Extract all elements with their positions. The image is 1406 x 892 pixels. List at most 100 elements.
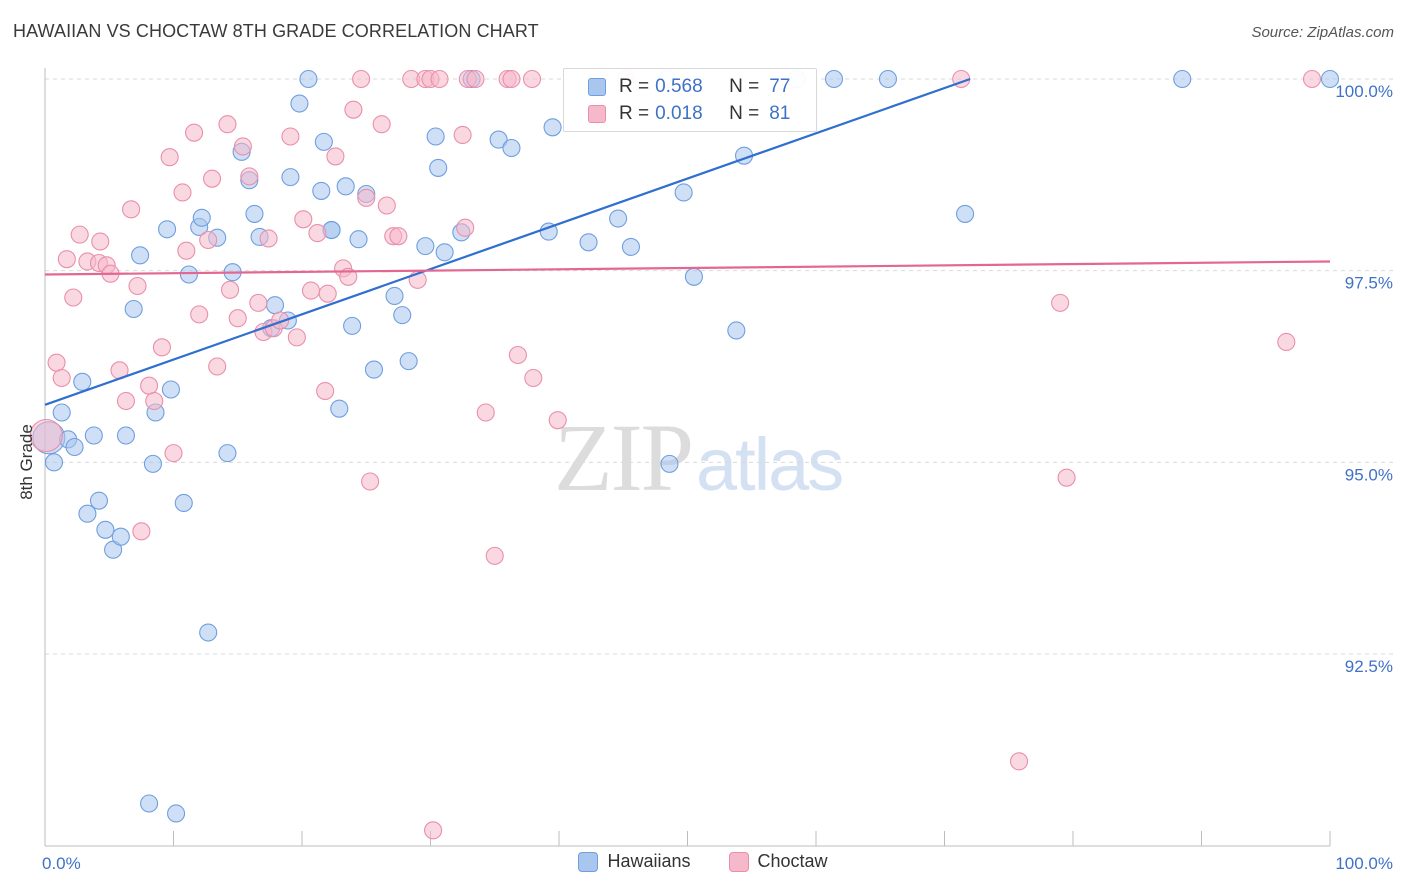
choctaw-point: [228, 309, 247, 328]
choctaw-point: [47, 353, 66, 372]
grid-lines: [45, 78, 1394, 655]
hawaiian-point: [824, 69, 844, 89]
choctaw-trend-line: [44, 260, 1331, 276]
choctaw-point: [389, 227, 408, 246]
hawaiian-point: [96, 520, 115, 539]
hawaiian-point: [1173, 69, 1192, 89]
hawaiian-point: [878, 69, 898, 89]
hawaiian-point: [660, 454, 679, 473]
choctaw-point: [1277, 332, 1296, 352]
n-label: N =: [729, 103, 760, 124]
y-axis-label: 8th Grade: [17, 424, 36, 500]
legend-item-choctaw: Choctaw: [728, 851, 828, 872]
hawaiian-point: [199, 623, 218, 642]
choctaw-point: [453, 125, 472, 145]
hawaiian-point: [543, 118, 562, 137]
hawaiian-point: [245, 204, 264, 223]
n-label: N =: [729, 76, 760, 97]
hawaiian-point: [385, 286, 404, 306]
choctaw-point: [301, 281, 321, 300]
r-label: R =: [619, 103, 650, 124]
choctaw-point: [1057, 468, 1076, 487]
hawaiian-point: [336, 177, 355, 196]
choctaw-point: [152, 338, 171, 357]
hawaiian-point: [343, 316, 362, 335]
choctaw-point: [249, 293, 268, 312]
trend-lines: [44, 77, 1331, 406]
hawaiian-point: [192, 208, 211, 227]
choctaw-point: [199, 230, 218, 250]
choctaw-point: [281, 127, 300, 146]
watermark-atlas: atlas: [696, 423, 844, 506]
hawaiian-point: [124, 299, 143, 319]
choctaw-swatch: [588, 105, 606, 123]
choctaw-point: [259, 229, 278, 248]
choctaw-point: [52, 368, 71, 388]
choctaw-point: [185, 123, 204, 142]
hawaiian-point: [158, 220, 177, 239]
hawaiian-point: [111, 527, 130, 546]
y-tick-label: 100.0%: [1335, 82, 1393, 101]
hawaiian-point: [174, 493, 193, 513]
x-tick-label: 100.0%: [1335, 854, 1393, 873]
choctaw-point: [160, 148, 179, 167]
tick-labels: 92.5% 95.0% 97.5% 100.0% 0.0% 100.0% 8th Grade: [17, 82, 1393, 873]
choctaw-point: [233, 137, 252, 156]
watermark: ZIPatlas: [554, 402, 844, 513]
y-tick-label: 95.0%: [1345, 465, 1393, 484]
r-label: R =: [619, 76, 650, 97]
source-label: Source: ZipAtlas.com: [1251, 24, 1394, 41]
hawaiian-point: [116, 426, 136, 445]
hawaiian-point: [179, 265, 198, 284]
n-value: 81: [769, 103, 791, 124]
hawaiian-point: [727, 321, 746, 340]
choctaw-point: [308, 224, 327, 243]
hawaiian-point: [1320, 69, 1340, 89]
choctaw-point: [318, 284, 337, 303]
choctaw-point: [173, 183, 192, 202]
choctaw-point: [190, 305, 209, 324]
hawaiian-point: [265, 296, 285, 315]
hawaiian-point: [299, 69, 318, 89]
hawaiian-point: [416, 237, 435, 256]
choctaw-point: [344, 100, 363, 119]
choctaw-point: [140, 376, 159, 395]
choctaw-point: [522, 69, 542, 89]
choctaw-point: [116, 391, 136, 411]
hawaiian-point: [140, 794, 159, 813]
hawaiian-point: [621, 237, 641, 256]
hawaiian-point: [489, 130, 508, 149]
series-legend: Hawaiians Choctaw: [0, 851, 1406, 872]
hawaiian-point: [956, 204, 975, 223]
y-tick-label: 92.5%: [1345, 657, 1393, 676]
hawaiian-trend-line: [44, 77, 971, 406]
choctaw-point: [508, 345, 527, 365]
choctaw-point: [424, 821, 443, 840]
legend-item-hawaiians: Hawaiians: [578, 851, 691, 872]
choctaw-point: [316, 381, 335, 401]
hawaiian-point: [65, 437, 84, 457]
hawaiian-point: [426, 127, 445, 146]
choctaw-point: [357, 188, 376, 207]
choctaw-point: [177, 241, 196, 260]
choctaw-point: [1009, 752, 1029, 771]
hawaiian-point: [131, 246, 150, 265]
y-tick-label: 97.5%: [1345, 274, 1393, 293]
choctaw-point: [326, 147, 345, 166]
choctaw-point: [218, 115, 237, 134]
choctaw-point: [430, 69, 449, 89]
hawaiian-point: [579, 233, 598, 252]
hawaiians-legend-swatch: [578, 851, 599, 872]
choctaw-point: [485, 546, 504, 565]
choctaw-point: [132, 522, 151, 541]
choctaw-point: [372, 115, 391, 134]
choctaw-point: [502, 69, 521, 89]
hawaiian-point: [674, 183, 693, 202]
r-value: 0.568: [655, 76, 703, 97]
x-tick-label: 0.0%: [42, 854, 81, 873]
hawaiian-point: [89, 491, 109, 510]
choctaw-point: [476, 403, 495, 422]
hawaiian-point: [218, 444, 237, 463]
choctaw-point: [164, 444, 183, 463]
